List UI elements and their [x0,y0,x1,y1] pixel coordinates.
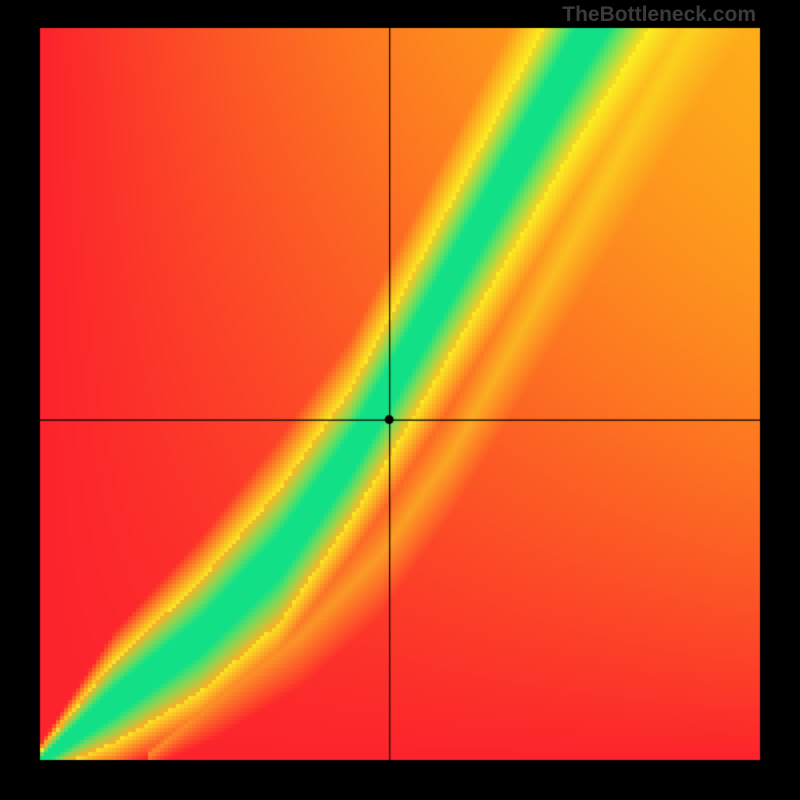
bottleneck-heatmap [0,0,800,800]
watermark-text: TheBottleneck.com [562,3,756,27]
chart-container: TheBottleneck.com [0,0,800,800]
